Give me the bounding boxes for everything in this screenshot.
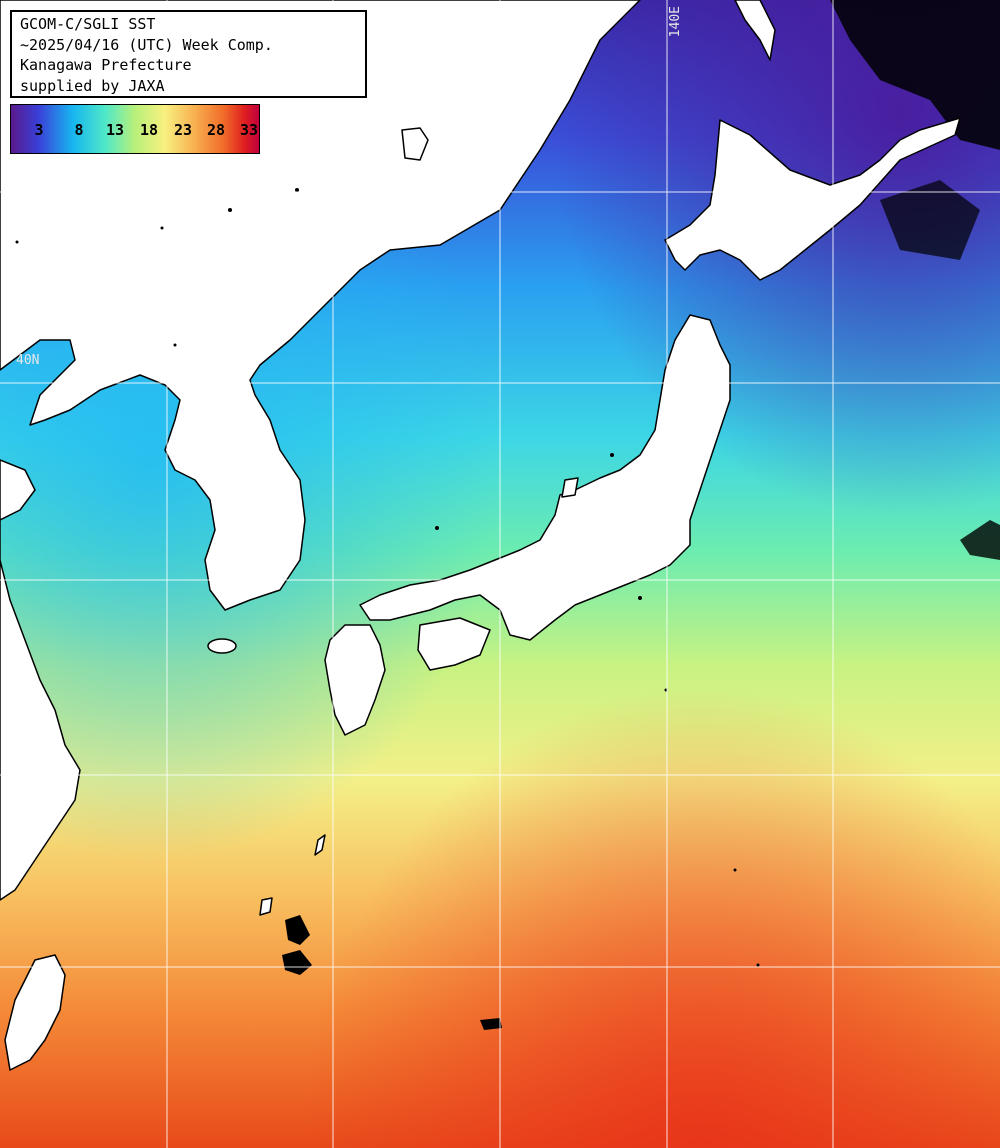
colorbar: 3 8 13 18 23 28 33 [10, 104, 260, 154]
islands [15, 188, 760, 967]
land-jeju [207, 638, 237, 654]
land-kyushu [324, 624, 386, 736]
colorbar-tick: 8 [74, 121, 84, 139]
colorbar-tick: 13 [105, 121, 125, 139]
colorbar-tick: 3 [34, 121, 44, 139]
region-name: Kanagawa Prefecture [20, 56, 192, 74]
land-honshu [359, 314, 731, 641]
land-sakhalin [734, 0, 776, 61]
land-china-coast [0, 459, 81, 901]
land-okinawa [314, 834, 326, 856]
colorbar-tick: 23 [173, 121, 193, 139]
info-box: GCOM-C/SGLI SST ~2025/04/16 (UTC) Week C… [10, 10, 367, 98]
land-shikoku [417, 617, 491, 671]
colorbar-tick: 28 [206, 121, 226, 139]
latitude-label: 40N [16, 353, 40, 368]
date-range: ~2025/04/16 (UTC) Week Comp. [20, 35, 273, 54]
colorbar-tick: 33 [239, 121, 259, 139]
land-taiwan [4, 954, 66, 1071]
product-name: GCOM-C/SGLI SST [20, 15, 156, 33]
colorbar-tick: 18 [139, 121, 159, 139]
credit-line: supplied by JAXA [20, 76, 165, 95]
land-sado [561, 477, 579, 498]
colorbar-gradient [11, 105, 259, 153]
colorbar-ticks: 3 8 13 18 23 28 33 [11, 105, 259, 153]
cloud-mask [282, 0, 1000, 1030]
longitude-label: 140E [668, 6, 683, 38]
